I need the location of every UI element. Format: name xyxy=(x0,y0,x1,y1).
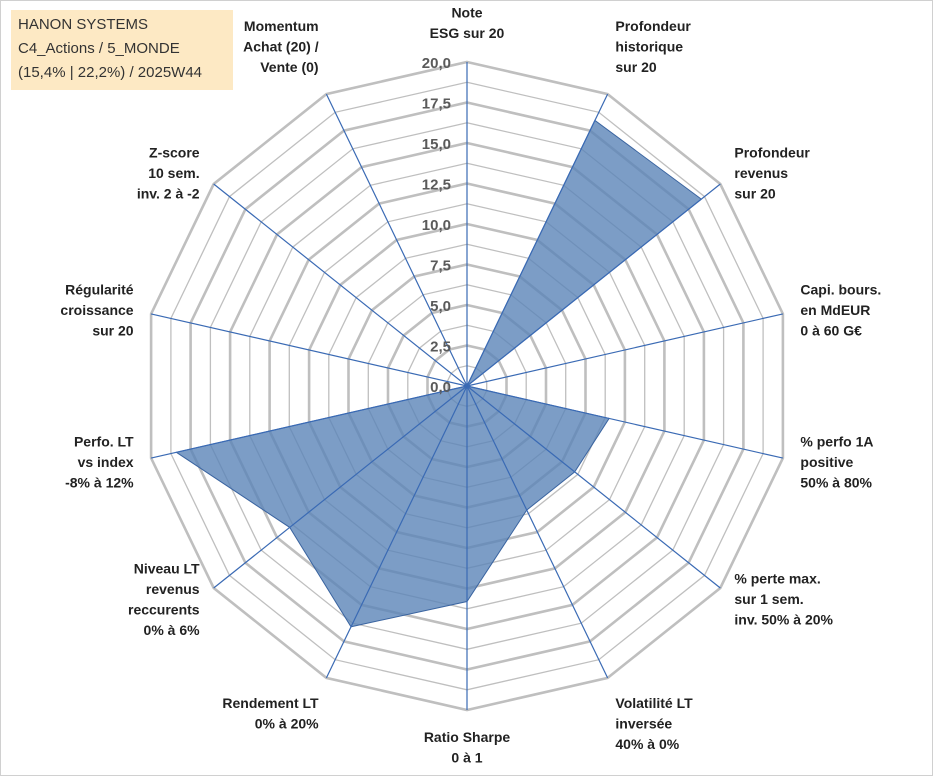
axis-label: Z-score 10 sem. inv. 2 à -2 xyxy=(137,144,200,201)
axis-label-line: 50% à 80% xyxy=(800,475,872,491)
axis-label-line: Régularité xyxy=(65,281,134,297)
radial-tick-label: 7,5 xyxy=(430,258,451,275)
radial-tick-label: 2,5 xyxy=(430,339,451,356)
period-label: (15,4% | 22,2%) / 2025W44 xyxy=(18,64,202,81)
axis-label-line: Profondeur xyxy=(615,18,691,34)
axis-label: Momentum Achat (20) / Vente (0) xyxy=(243,18,319,75)
axis-label-line: historique xyxy=(615,38,683,54)
axis-label-line: Volatilité LT xyxy=(615,695,693,711)
series-area xyxy=(175,119,703,628)
axis-label-line: revenus xyxy=(146,581,200,597)
axis-label-line: Perfo. LT xyxy=(74,434,134,450)
axis-label-line: inv. 2 à -2 xyxy=(137,185,200,201)
axis-label: Perfo. LT vs index -8% à 12% xyxy=(65,434,134,491)
axis-label-line: Z-score xyxy=(149,144,200,160)
axis-label: Ratio Sharpe 0 à 1 xyxy=(424,729,511,766)
axis-label-line: 10 sem. xyxy=(148,165,199,181)
axis-label: Volatilité LT inversée 40% à 0% xyxy=(615,695,693,752)
axis-spoke xyxy=(466,385,784,459)
axis-label-line: Rendement LT xyxy=(222,695,319,711)
radial-tick-label: 5,0 xyxy=(430,298,451,315)
axis-spoke xyxy=(325,385,468,679)
axis-label-line: Achat (20) / xyxy=(243,38,319,54)
axis-spoke xyxy=(466,183,721,387)
axis-spoke xyxy=(325,93,468,387)
axis-label-line: 0 à 1 xyxy=(451,750,482,766)
axis-label-line: 0% à 20% xyxy=(255,716,319,732)
axis-label: Régularité croissance sur 20 xyxy=(60,281,133,338)
axis-label: Profondeur revenus sur 20 xyxy=(734,144,810,201)
axis-spoke xyxy=(213,183,468,387)
axis-label-line: Profondeur xyxy=(734,144,810,160)
axis-spoke xyxy=(466,313,784,387)
axis-label-line: ESG sur 20 xyxy=(430,25,505,41)
axis-label-line: croissance xyxy=(60,302,133,318)
axis-label-line: Note xyxy=(451,5,482,21)
radial-tick-label: 20,0 xyxy=(422,55,451,72)
axis-spoke xyxy=(213,385,468,589)
axis-label: Profondeur historique sur 20 xyxy=(615,18,691,75)
axis-label-line: reccurents xyxy=(128,602,200,618)
axis-label-line: Capi. bours. xyxy=(800,281,881,297)
axis-spoke xyxy=(466,385,721,589)
axis-spoke xyxy=(150,385,468,459)
axis-spoke xyxy=(150,313,468,387)
axis-label-line: sur 20 xyxy=(615,59,656,75)
company-name: HANON SYSTEMS xyxy=(18,16,149,33)
portfolio-name: C4_Actions / 5_MONDE xyxy=(18,40,180,57)
axis-label-line: 0% à 6% xyxy=(144,622,201,638)
axis-label: Capi. bours. en MdEUR 0 à 60 G€ xyxy=(800,281,881,338)
axis-label-line: % perfo 1A xyxy=(800,434,873,450)
axis-label-line: Vente (0) xyxy=(260,59,318,75)
radial-tick-label: 15,0 xyxy=(422,136,451,153)
axis-label-line: % perte max. xyxy=(734,571,820,587)
radial-tick-label: 10,0 xyxy=(422,217,451,234)
axis-label-line: inversée xyxy=(615,716,672,732)
radial-tick-label: 17,5 xyxy=(422,96,451,113)
axis-label-line: positive xyxy=(800,454,853,470)
axis-label-line: revenus xyxy=(734,165,788,181)
axis-spoke xyxy=(466,385,609,679)
axis-label-line: inv. 50% à 20% xyxy=(734,612,833,628)
axis-spoke xyxy=(466,93,609,387)
axis-label-line: vs index xyxy=(78,454,134,470)
radial-tick-label: 0,0 xyxy=(430,379,451,396)
axis-label-line: Niveau LT xyxy=(134,561,200,577)
axis-label-line: Momentum xyxy=(244,18,319,34)
axis-label-line: 40% à 0% xyxy=(615,736,679,752)
axis-label: % perte max. sur 1 sem. inv. 50% à 20% xyxy=(734,571,833,628)
axis-label: Note ESG sur 20 xyxy=(430,5,505,42)
axis-label-line: sur 1 sem. xyxy=(734,591,803,607)
radial-tick-label: 12,5 xyxy=(422,177,451,194)
axis-label-line: Ratio Sharpe xyxy=(424,729,511,745)
axis-label-line: sur 20 xyxy=(734,185,775,201)
info-box: HANON SYSTEMS C4_Actions / 5_MONDE (15,4… xyxy=(11,10,233,90)
axis-label-line: -8% à 12% xyxy=(65,475,134,491)
axis-label: Niveau LT revenus reccurents 0% à 6% xyxy=(128,561,200,639)
axis-label: % perfo 1A positive 50% à 80% xyxy=(800,434,873,491)
axis-label-line: sur 20 xyxy=(92,322,133,338)
axis-label-line: en MdEUR xyxy=(800,302,870,318)
axis-label-line: 0 à 60 G€ xyxy=(800,322,862,338)
axis-label: Rendement LT 0% à 20% xyxy=(222,695,319,732)
